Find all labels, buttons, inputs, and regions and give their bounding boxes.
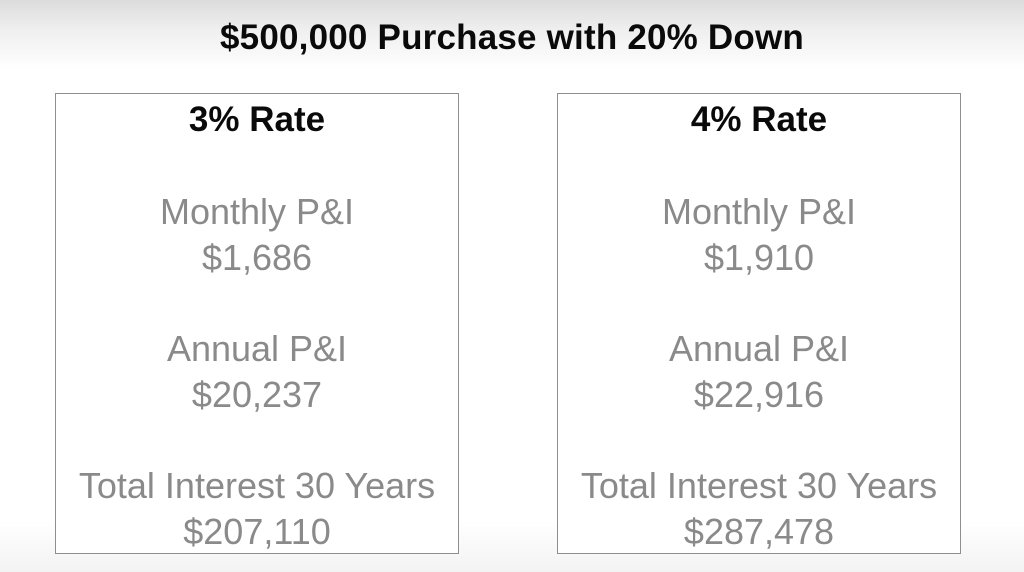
metric-label: Total Interest 30 Years [78, 465, 436, 506]
metric-value: $20,237 [191, 374, 323, 415]
metric-value: $1,910 [703, 237, 815, 278]
monthly-pi-metric: Monthly P&I $1,686 [36, 189, 478, 281]
annual-pi-metric: Annual P&I $20,237 [36, 326, 478, 418]
metric-label: Annual P&I [668, 328, 850, 369]
metric-label: Annual P&I [166, 328, 348, 369]
card-title: 4% Rate [690, 100, 828, 139]
page-title: $500,000 Purchase with 20% Down [220, 18, 804, 57]
metric-label: Total Interest 30 Years [580, 465, 938, 506]
metric-label: Monthly P&I [661, 191, 857, 232]
metric-value: $22,916 [693, 374, 825, 415]
metric-value: $1,686 [201, 237, 313, 278]
total-interest-metric: Total Interest 30 Years $287,478 [538, 463, 980, 555]
metric-label: Monthly P&I [159, 191, 355, 232]
card-title: 3% Rate [188, 100, 326, 139]
annual-pi-metric: Annual P&I $22,916 [538, 326, 980, 418]
total-interest-metric: Total Interest 30 Years $207,110 [36, 463, 478, 555]
metric-value: $287,478 [683, 511, 835, 552]
rate-card-3-percent: 3% Rate Monthly P&I $1,686 Annual P&I $2… [55, 93, 459, 554]
monthly-pi-metric: Monthly P&I $1,910 [538, 189, 980, 281]
rate-card-4-percent: 4% Rate Monthly P&I $1,910 Annual P&I $2… [557, 93, 961, 554]
metric-value: $207,110 [183, 511, 331, 552]
